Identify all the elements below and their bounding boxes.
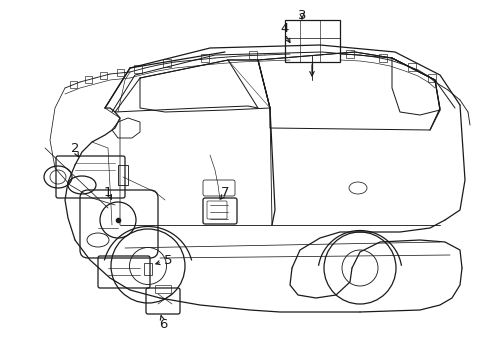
- Text: 2: 2: [71, 141, 79, 154]
- Text: 6: 6: [159, 319, 167, 332]
- Text: 5: 5: [163, 253, 172, 266]
- Bar: [118, 165, 128, 185]
- Bar: [248, 50, 256, 59]
- Bar: [117, 69, 124, 76]
- Bar: [346, 50, 353, 58]
- Text: 3: 3: [297, 9, 305, 22]
- Bar: [162, 59, 170, 67]
- Bar: [69, 81, 76, 88]
- Bar: [201, 54, 208, 62]
- Bar: [143, 263, 152, 275]
- Bar: [378, 54, 386, 62]
- Bar: [285, 20, 339, 62]
- Bar: [99, 72, 106, 79]
- Bar: [427, 74, 435, 82]
- Text: 1: 1: [103, 185, 112, 198]
- Bar: [133, 65, 141, 73]
- Text: 7: 7: [220, 185, 229, 198]
- Bar: [84, 76, 91, 83]
- Bar: [407, 63, 415, 71]
- Bar: [155, 285, 171, 293]
- Text: 4: 4: [280, 22, 288, 35]
